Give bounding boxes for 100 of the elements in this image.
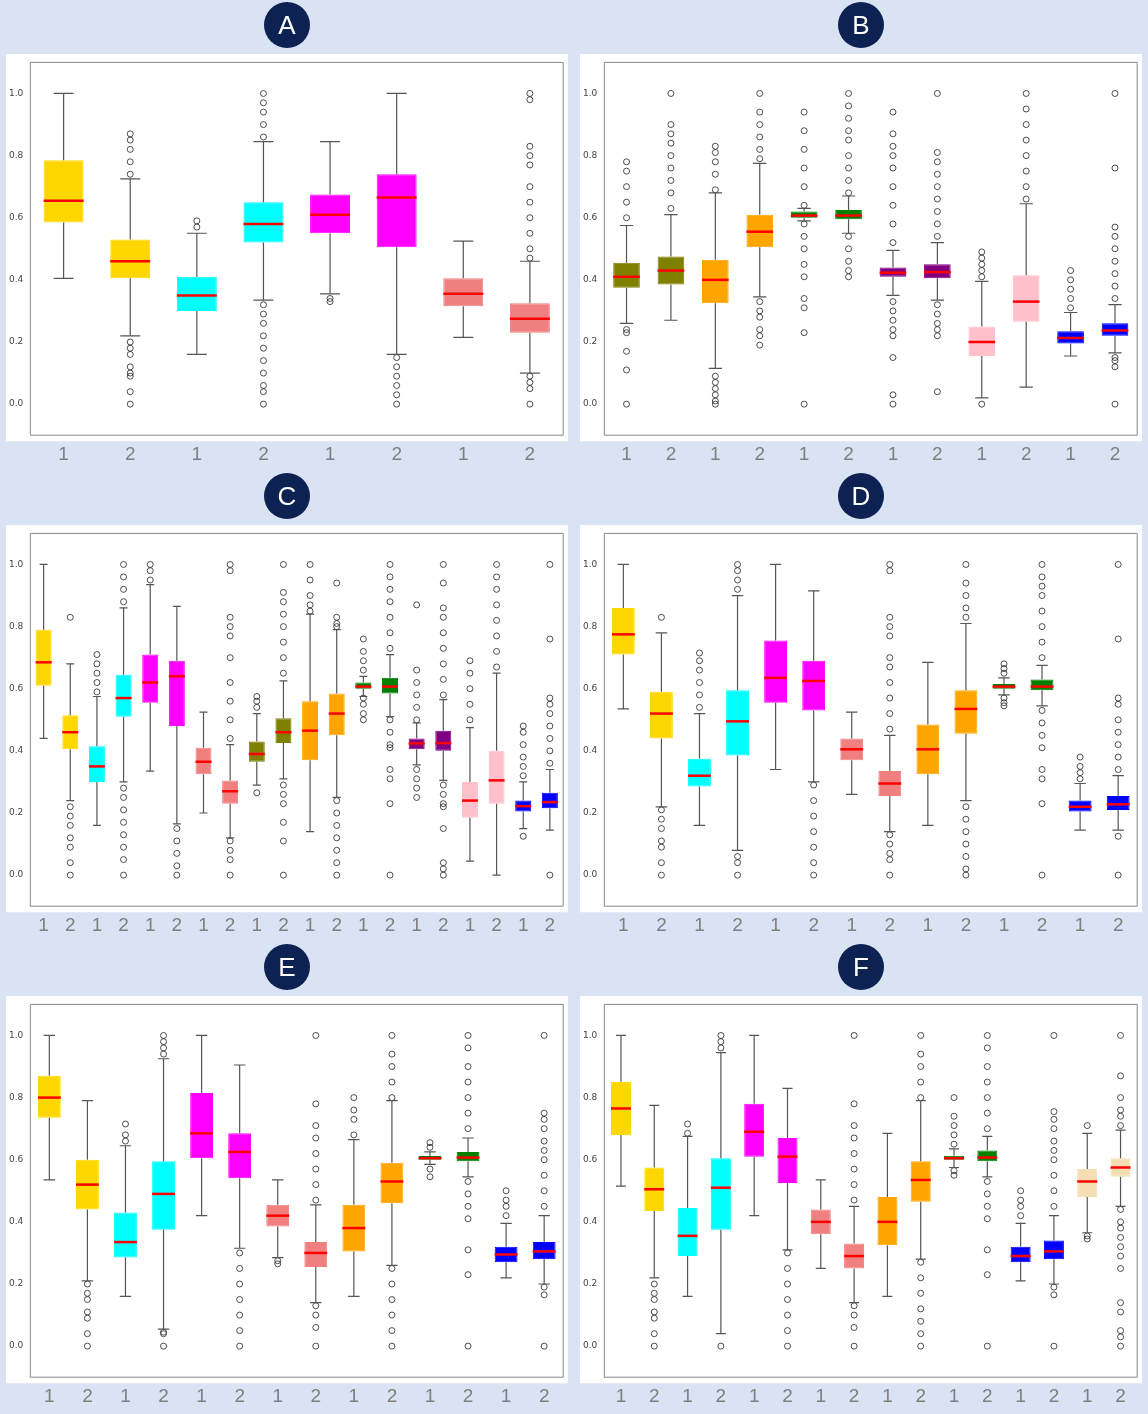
x-tick-label: 2 bbox=[331, 913, 343, 935]
x-tick-label: 2 bbox=[118, 913, 129, 935]
x-tick-label: 1 bbox=[615, 1384, 627, 1406]
x-tick-label: 2 bbox=[960, 913, 972, 935]
y-tick-label: 0.0 bbox=[582, 869, 598, 880]
chart-title: E bbox=[264, 944, 310, 990]
x-tick-label: 2 bbox=[884, 913, 896, 935]
y-tick-label: 0.2 bbox=[8, 807, 24, 818]
x-tick-label: 1 bbox=[44, 1384, 55, 1406]
x-tick-label: 1 bbox=[120, 1384, 131, 1406]
x-tick-label: 2 bbox=[224, 913, 236, 935]
y-tick-label: 0.8 bbox=[582, 1091, 598, 1102]
x-tick-label: 1 bbox=[196, 1384, 207, 1406]
x-tick-label: 2 bbox=[1115, 1384, 1126, 1406]
y-tick-label: 0.2 bbox=[582, 807, 598, 818]
x-tick-label: 2 bbox=[82, 1384, 93, 1406]
chart-title: C bbox=[264, 473, 310, 519]
x-tick-label: 1 bbox=[710, 442, 721, 464]
y-tick-label: 0.0 bbox=[8, 869, 24, 880]
x-tick-label: 1 bbox=[304, 913, 316, 935]
y-tick-label: 0.8 bbox=[8, 149, 24, 160]
x-tick-label: 1 bbox=[500, 1384, 512, 1406]
x-tick-label: 2 bbox=[732, 913, 743, 935]
x-tick-label: 1 bbox=[38, 913, 49, 935]
y-tick-label: 0.2 bbox=[8, 1278, 24, 1289]
x-tick-label: 2 bbox=[386, 1384, 398, 1406]
x-tick-label: 2 bbox=[848, 1384, 860, 1406]
x-tick-label: 2 bbox=[171, 913, 183, 935]
y-tick-label: 0.8 bbox=[8, 1091, 24, 1102]
x-tick-label: 1 bbox=[411, 913, 422, 935]
x-tick-label: 2 bbox=[843, 442, 854, 464]
x-tick-label: 2 bbox=[438, 913, 449, 935]
y-tick-label: 1.0 bbox=[8, 558, 24, 569]
x-tick-label: 1 bbox=[198, 913, 209, 935]
chart-title: A bbox=[264, 2, 310, 48]
x-tick-label: 2 bbox=[391, 442, 402, 464]
y-tick-label: 0.2 bbox=[582, 1278, 598, 1289]
y-tick-label: 0.2 bbox=[582, 336, 598, 347]
y-tick-label: 0.6 bbox=[582, 212, 598, 223]
x-tick-label: 2 bbox=[915, 1384, 926, 1406]
y-tick-label: 1.0 bbox=[582, 87, 598, 98]
y-tick-label: 0.0 bbox=[582, 398, 598, 409]
x-tick-label: 2 bbox=[538, 1384, 550, 1406]
x-tick-label: 2 bbox=[278, 913, 289, 935]
x-tick-label: 1 bbox=[998, 913, 1010, 935]
y-tick-label: 0.4 bbox=[8, 745, 24, 756]
y-tick-label: 0.6 bbox=[8, 1154, 24, 1165]
y-tick-label: 0.4 bbox=[8, 274, 24, 285]
x-tick-label: 1 bbox=[748, 1384, 760, 1406]
x-tick-label: 1 bbox=[144, 913, 156, 935]
x-tick-label: 1 bbox=[618, 913, 629, 935]
x-tick-label: 2 bbox=[715, 1384, 727, 1406]
x-tick-label: 1 bbox=[91, 913, 103, 935]
x-tick-label: 2 bbox=[648, 1384, 660, 1406]
x-tick-label: 2 bbox=[932, 442, 943, 464]
x-tick-label: 2 bbox=[808, 913, 819, 935]
y-tick-label: 1.0 bbox=[582, 558, 598, 569]
chart-title: D bbox=[838, 473, 884, 519]
x-tick-label: 1 bbox=[457, 442, 469, 464]
x-tick-label: 1 bbox=[58, 442, 69, 464]
x-tick-label: 1 bbox=[348, 1384, 360, 1406]
x-tick-label: 1 bbox=[846, 913, 858, 935]
x-tick-label: 2 bbox=[544, 913, 556, 935]
x-tick-label: 2 bbox=[258, 442, 269, 464]
x-tick-label: 2 bbox=[384, 913, 396, 935]
y-tick-label: 0.6 bbox=[8, 683, 24, 694]
x-tick-label: 1 bbox=[922, 913, 934, 935]
x-tick-label: 1 bbox=[464, 913, 476, 935]
x-tick-label: 2 bbox=[665, 442, 677, 464]
x-tick-label: 1 bbox=[517, 913, 529, 935]
x-tick-label: 1 bbox=[770, 913, 781, 935]
y-tick-label: 0.4 bbox=[582, 1216, 598, 1227]
x-tick-label: 1 bbox=[682, 1384, 693, 1406]
x-tick-label: 2 bbox=[234, 1384, 245, 1406]
y-tick-label: 0.4 bbox=[582, 745, 598, 756]
x-tick-label: 2 bbox=[1109, 442, 1121, 464]
x-tick-label: 1 bbox=[1065, 442, 1076, 464]
y-tick-label: 0.0 bbox=[582, 1340, 598, 1351]
y-tick-label: 0.6 bbox=[8, 212, 24, 223]
y-tick-label: 0.4 bbox=[8, 1216, 24, 1227]
chart-title: B bbox=[838, 2, 884, 48]
x-tick-label: 2 bbox=[64, 913, 76, 935]
y-tick-label: 0.6 bbox=[582, 683, 598, 694]
x-tick-label: 2 bbox=[158, 1384, 169, 1406]
y-tick-label: 0.0 bbox=[8, 398, 24, 409]
x-tick-label: 2 bbox=[462, 1384, 474, 1406]
x-tick-label: 1 bbox=[424, 1384, 436, 1406]
chart-title: F bbox=[838, 944, 884, 990]
x-tick-label: 2 bbox=[782, 1384, 793, 1406]
x-tick-label: 1 bbox=[1015, 1384, 1026, 1406]
x-tick-label: 1 bbox=[621, 442, 632, 464]
y-tick-label: 0.0 bbox=[8, 1340, 24, 1351]
y-tick-label: 0.8 bbox=[582, 620, 598, 631]
x-tick-label: 1 bbox=[1074, 913, 1086, 935]
x-tick-label: 2 bbox=[982, 1384, 993, 1406]
y-tick-label: 0.6 bbox=[582, 1154, 598, 1165]
y-tick-label: 0.2 bbox=[8, 336, 24, 347]
y-tick-label: 0.8 bbox=[8, 620, 24, 631]
y-tick-label: 0.4 bbox=[582, 274, 598, 285]
x-tick-label: 2 bbox=[310, 1384, 322, 1406]
